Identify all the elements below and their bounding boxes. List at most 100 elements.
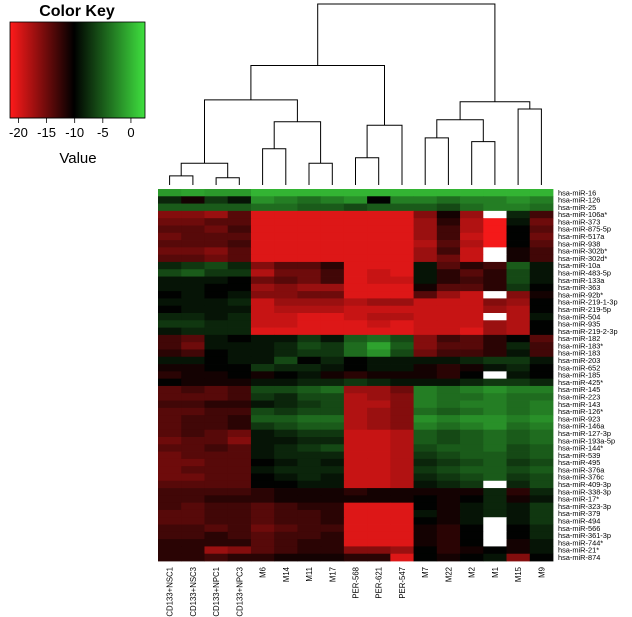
heatmap-cell	[436, 189, 461, 197]
heatmap-cell	[367, 488, 391, 496]
heatmap-cell	[250, 488, 275, 496]
heatmap-cell	[529, 400, 554, 409]
heatmap-cell	[483, 517, 507, 525]
heatmap-cell	[390, 240, 414, 248]
column-label: M14	[282, 566, 291, 582]
heatmap-cell	[158, 546, 182, 555]
heatmap-cell	[297, 320, 322, 328]
heatmap-cell	[297, 422, 322, 431]
heatmap-cell	[227, 247, 252, 256]
heatmap-cell	[343, 210, 368, 219]
heatmap-cell	[367, 546, 391, 555]
heatmap-cell	[413, 225, 438, 234]
heatmap-cell	[158, 364, 182, 372]
heatmap-cell	[204, 356, 229, 365]
dendrogram-branch	[317, 3, 496, 102]
heatmap-cell	[343, 378, 368, 387]
row-label: hsa-miR-652	[558, 363, 600, 372]
heatmap-cell	[297, 305, 322, 314]
heatmap-cell	[204, 210, 229, 219]
heatmap-cell	[227, 240, 252, 248]
dendrogram-branch	[424, 137, 449, 185]
heatmap-cell	[181, 298, 205, 307]
heatmap-cell	[320, 269, 345, 277]
heatmap-cell	[204, 254, 229, 263]
heatmap-cell	[181, 458, 205, 467]
heatmap-cell	[297, 283, 322, 292]
heatmap-cell	[297, 356, 322, 365]
heatmap-cell	[320, 232, 345, 241]
heatmap-cell	[297, 393, 322, 401]
heatmap-cell	[297, 327, 322, 336]
heatmap-cell	[297, 488, 322, 496]
row-label: hsa-miR-219-2-3p	[558, 327, 618, 336]
heatmap-cell	[483, 437, 507, 445]
heatmap-cell	[367, 378, 391, 387]
heatmap-cell	[181, 531, 205, 540]
heatmap-cell	[506, 444, 531, 452]
heatmap-cell	[297, 517, 322, 525]
heatmap-cell	[227, 393, 252, 401]
heatmap-cell	[320, 342, 345, 350]
heatmap-cell	[204, 502, 229, 511]
heatmap-cell	[343, 203, 368, 212]
heatmap-cell	[320, 283, 345, 292]
heatmap-cell	[227, 531, 252, 540]
heatmap-cell	[367, 196, 391, 204]
heatmap-cell	[413, 320, 438, 328]
heatmap-cell	[413, 407, 438, 416]
heatmap-cell	[483, 524, 507, 533]
heatmap-cell	[158, 429, 182, 438]
heatmap-cell	[158, 247, 182, 256]
heatmap-cell	[274, 196, 298, 204]
row-label: hsa-miR-874	[558, 553, 600, 562]
heatmap-cell	[390, 218, 414, 226]
heatmap-cell	[506, 385, 531, 394]
dendrogram-branch	[169, 175, 194, 185]
heatmap-cell	[460, 291, 484, 299]
heatmap-cell	[227, 291, 252, 299]
heatmap-cell	[529, 327, 554, 336]
heatmap-cell	[436, 415, 461, 423]
heatmap-cell	[297, 502, 322, 511]
heatmap-cell	[436, 502, 461, 511]
heatmap-cell	[413, 473, 438, 482]
heatmap-cell	[158, 415, 182, 423]
heatmap-cell	[158, 451, 182, 460]
heatmap-cell	[181, 488, 205, 496]
heatmap-cell	[390, 298, 414, 307]
heatmap-cell	[460, 327, 484, 336]
heatmap-cell	[529, 196, 554, 204]
heatmap-cell	[506, 466, 531, 474]
heatmap-cell	[250, 400, 275, 409]
heatmap-cell	[320, 210, 345, 219]
heatmap-cell	[436, 320, 461, 328]
heatmap-cell	[227, 444, 252, 452]
heatmap-cell	[227, 458, 252, 467]
heatmap-cell	[529, 225, 554, 234]
heatmap-cell	[367, 415, 391, 423]
heatmap-cell	[297, 364, 322, 372]
heatmap-cell	[483, 444, 507, 452]
heatmap-cell	[320, 349, 345, 358]
heatmap-cell	[460, 524, 484, 533]
heatmap-cell	[181, 473, 205, 482]
heatmap-cell	[227, 495, 252, 504]
heatmap-cell	[436, 305, 461, 314]
heatmap-cell	[204, 189, 229, 197]
heatmap-cell	[506, 480, 531, 489]
heatmap-cell	[181, 225, 205, 234]
heatmap-cell	[436, 240, 461, 248]
heatmap-cell	[181, 502, 205, 511]
dendrogram-branch	[517, 108, 542, 185]
heatmap-cell	[529, 393, 554, 401]
heatmap-cell	[204, 517, 229, 525]
row-label: hsa-miR-144*	[558, 444, 603, 453]
heatmap-cell	[367, 524, 391, 533]
heatmap-cell	[483, 356, 507, 365]
heatmap-cell	[460, 276, 484, 285]
heatmap-cell	[367, 444, 391, 452]
heatmap-cell	[529, 349, 554, 358]
heatmap-cell	[436, 539, 461, 547]
heatmap-cell	[367, 225, 391, 234]
